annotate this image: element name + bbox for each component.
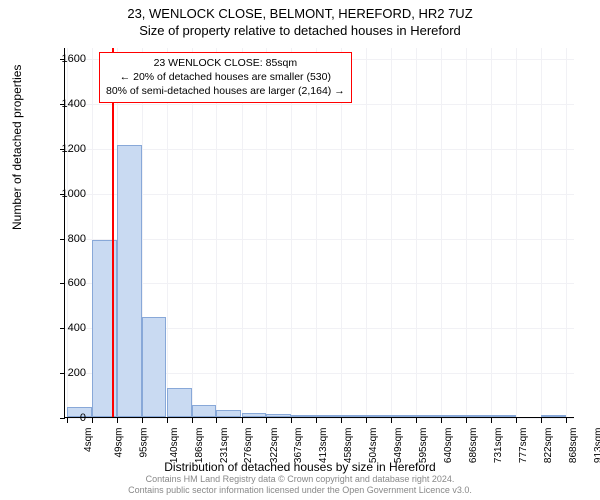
gridline-v [341, 48, 342, 417]
xtick-mark [566, 418, 567, 423]
xtick-label: 186sqm [194, 428, 205, 464]
ytick-label: 1600 [46, 53, 86, 65]
xtick-label: 4sqm [83, 428, 94, 452]
ytick-label: 200 [46, 367, 86, 379]
gridline-v [192, 48, 193, 417]
histogram-bar [541, 415, 566, 417]
gridline-v [216, 48, 217, 417]
xtick-mark [541, 418, 542, 423]
xtick-label: 777sqm [518, 428, 529, 464]
xtick-mark [216, 418, 217, 423]
xtick-mark [266, 418, 267, 423]
chart-title-line2: Size of property relative to detached ho… [0, 21, 600, 38]
histogram-bar [242, 413, 267, 417]
xtick-label: 868sqm [568, 428, 579, 464]
gridline-v [266, 48, 267, 417]
xtick-label: 322sqm [269, 428, 280, 464]
xtick-mark [142, 418, 143, 423]
xtick-label: 458sqm [343, 428, 354, 464]
xtick-label: 504sqm [368, 428, 379, 464]
xtick-mark [242, 418, 243, 423]
xtick-label: 913sqm [593, 428, 600, 464]
xtick-label: 231sqm [219, 428, 230, 464]
histogram-bar [266, 414, 291, 417]
gridline-v [291, 48, 292, 417]
plot-box: 4sqm49sqm95sqm140sqm186sqm231sqm276sqm32… [64, 48, 574, 418]
histogram-bar [441, 415, 466, 417]
xtick-mark [192, 418, 193, 423]
xtick-mark [291, 418, 292, 423]
xtick-mark [491, 418, 492, 423]
histogram-bar [192, 405, 217, 417]
xtick-label: 95sqm [139, 428, 150, 458]
xtick-label: 595sqm [418, 428, 429, 464]
plot-area: 4sqm49sqm95sqm140sqm186sqm231sqm276sqm32… [64, 48, 574, 418]
gridline-v [466, 48, 467, 417]
xtick-mark [316, 418, 317, 423]
ytick-label: 1400 [46, 98, 86, 110]
histogram-bar [366, 415, 391, 417]
ytick-label: 400 [46, 322, 86, 334]
annotation-line: 80% of semi-detached houses are larger (… [106, 84, 345, 98]
gridline-v [316, 48, 317, 417]
gridline-v [491, 48, 492, 417]
xtick-mark [441, 418, 442, 423]
histogram-bar [291, 415, 316, 417]
gridline-v [441, 48, 442, 417]
xtick-mark [117, 418, 118, 423]
gridline-v [391, 48, 392, 417]
ytick-label: 800 [46, 233, 86, 245]
chart-container: 23, WENLOCK CLOSE, BELMONT, HEREFORD, HR… [0, 0, 600, 500]
gridline-v [167, 48, 168, 417]
histogram-bar [142, 317, 167, 417]
xtick-mark [341, 418, 342, 423]
histogram-bar [491, 415, 516, 417]
y-axis-label: Number of detached properties [10, 65, 24, 230]
xtick-label: 549sqm [393, 428, 404, 464]
chart-title-line1: 23, WENLOCK CLOSE, BELMONT, HEREFORD, HR… [0, 0, 600, 21]
histogram-bar [216, 410, 241, 417]
gridline-v [366, 48, 367, 417]
marker-line [112, 48, 114, 417]
gridline-v [416, 48, 417, 417]
xtick-mark [167, 418, 168, 423]
xtick-label: 367sqm [293, 428, 304, 464]
xtick-label: 276sqm [243, 428, 254, 464]
xtick-label: 49sqm [113, 428, 124, 458]
ytick-label: 1000 [46, 188, 86, 200]
histogram-bar [416, 415, 441, 417]
xtick-mark [466, 418, 467, 423]
histogram-bar [167, 388, 192, 417]
histogram-bar [391, 415, 416, 417]
xtick-label: 413sqm [319, 428, 330, 464]
xtick-mark [516, 418, 517, 423]
histogram-bar [341, 415, 366, 417]
ytick-label: 600 [46, 277, 86, 289]
x-axis-label: Distribution of detached houses by size … [0, 460, 600, 474]
xtick-label: 140sqm [169, 428, 180, 464]
histogram-bar [466, 415, 491, 417]
footer-line2: Contains public sector information licen… [0, 485, 600, 496]
xtick-label: 686sqm [468, 428, 479, 464]
xtick-label: 640sqm [443, 428, 454, 464]
footer-line1: Contains HM Land Registry data © Crown c… [0, 474, 600, 485]
xtick-mark [391, 418, 392, 423]
xtick-mark [416, 418, 417, 423]
gridline-v [516, 48, 517, 417]
xtick-label: 731sqm [493, 428, 504, 464]
ytick-label: 0 [46, 412, 86, 424]
annotation-box: 23 WENLOCK CLOSE: 85sqm← 20% of detached… [99, 52, 352, 103]
xtick-label: 822sqm [543, 428, 554, 464]
annotation-line: 23 WENLOCK CLOSE: 85sqm [106, 56, 345, 70]
annotation-line: ← 20% of detached houses are smaller (53… [106, 70, 345, 84]
gridline-v [242, 48, 243, 417]
ytick-label: 1200 [46, 143, 86, 155]
gridline-v [541, 48, 542, 417]
gridline-v [566, 48, 567, 417]
xtick-mark [366, 418, 367, 423]
footer-text: Contains HM Land Registry data © Crown c… [0, 474, 600, 496]
xtick-mark [92, 418, 93, 423]
histogram-bar [117, 145, 142, 417]
histogram-bar [316, 415, 341, 417]
